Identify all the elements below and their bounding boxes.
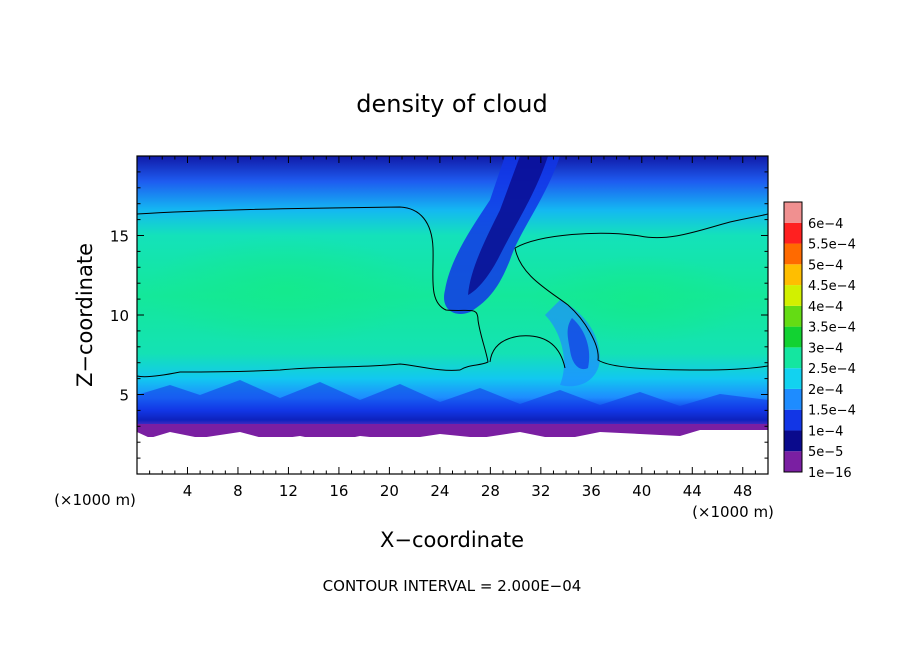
y-tick-label: 15 [110, 228, 129, 246]
y-tick-label: 10 [110, 307, 129, 325]
colorbar-swatch [784, 202, 802, 223]
x-unit-label: (×1000 m) [54, 491, 136, 509]
updraft-core [468, 156, 548, 295]
density-core-left [145, 235, 425, 345]
x-tick-label: 48 [733, 482, 752, 500]
colorbar-swatch [784, 264, 802, 286]
x-tick-label: 16 [329, 482, 348, 500]
x-tick-label: 28 [481, 482, 500, 500]
x-tick-label: 44 [683, 482, 702, 500]
colorbar-label: 3.5e−4 [808, 321, 856, 336]
chart-title: density of cloud [356, 90, 547, 118]
colorbar-label: 1e−16 [808, 466, 852, 481]
colorbar-label: 4e−4 [808, 300, 843, 315]
colorbar-label: 4.5e−4 [808, 279, 856, 294]
x-tick-label: 12 [279, 482, 298, 500]
colorbar-label: 1.5e−4 [808, 404, 856, 419]
x-tick-label: 4 [183, 482, 193, 500]
colorbar-swatch [784, 347, 802, 369]
x-axis-unit-label-right: (×1000 m) [692, 503, 774, 521]
colorbar-label: 5.5e−4 [808, 238, 856, 253]
colorbar-swatch [784, 388, 802, 410]
colorbar-swatch [784, 451, 802, 472]
colorbar-swatch [784, 430, 802, 452]
colorbar-label: 5e−5 [808, 445, 843, 460]
below-cloud-region [137, 437, 768, 474]
lower-plume-core [567, 318, 590, 370]
colorbar-frame [783, 201, 803, 473]
x-tick-label: 36 [582, 482, 601, 500]
colorbar: 1e−16 5e−5 1e−4 1.5e−4 2e−4 2.5e−4 3e−4 3.5e−4 4… [783, 201, 856, 481]
x-tick-label: 20 [380, 482, 399, 500]
colorbar-swatch [784, 326, 802, 348]
colorbar-label: 1e−4 [808, 424, 843, 439]
x-axis: 4 8 12 16 20 24 28 32 36 40 44 48 [149, 156, 756, 500]
x-axis-label: X−coordinate [380, 528, 524, 552]
colorbar-label: 3e−4 [808, 341, 843, 356]
cloud-base-purple [137, 424, 768, 442]
colorbar-swatch [784, 368, 802, 389]
colorbar-swatch [784, 285, 802, 306]
x-tick-label: 40 [632, 482, 651, 500]
colorbar-swatch [784, 222, 802, 244]
colorbar-label: 5e−4 [808, 258, 843, 273]
x-tick-label: 8 [233, 482, 243, 500]
colorbar-label: 2e−4 [808, 383, 843, 398]
colorbar-swatch [784, 243, 802, 265]
colorbar-label: 2.5e−4 [808, 362, 856, 377]
x-tick-label: 24 [430, 482, 449, 500]
cloud-base-band [137, 380, 768, 425]
contour-line [137, 206, 768, 378]
y-axis: 5 10 15 [110, 171, 768, 459]
y-axis-label: Z−coordinate [73, 243, 97, 387]
colorbar-label: 6e−4 [808, 217, 843, 232]
y-tick-label: 5 [119, 387, 129, 405]
colorbar-swatch [784, 409, 802, 431]
colorbar-swatch [784, 305, 802, 327]
plot-field [137, 156, 768, 474]
x-tick-label: 32 [531, 482, 550, 500]
contour-interval-note: CONTOUR INTERVAL = 2.000E−04 [323, 577, 582, 595]
